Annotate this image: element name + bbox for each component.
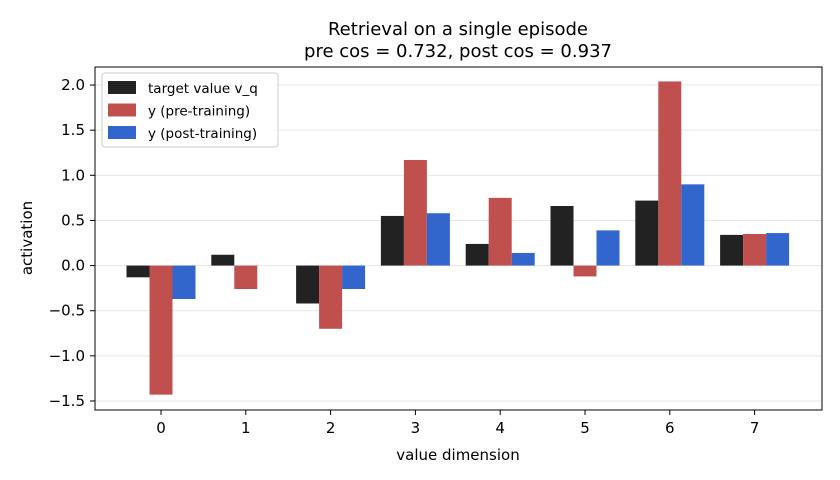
y-tick-label: −1.0 xyxy=(49,347,85,365)
legend-label: y (pre-training) xyxy=(148,104,250,120)
bar xyxy=(319,265,343,329)
bar xyxy=(234,265,258,290)
x-tick-label: 2 xyxy=(326,419,336,437)
bar xyxy=(342,265,366,290)
x-tick-label: 5 xyxy=(580,419,590,437)
axes xyxy=(94,66,823,411)
legend-swatch xyxy=(108,81,136,94)
legend-swatch xyxy=(108,103,136,117)
x-tick-label: 1 xyxy=(241,419,251,437)
chart-title-line-2: pre cos = 0.732, post cos = 0.937 xyxy=(304,41,612,62)
bar xyxy=(766,233,790,266)
plot-frame xyxy=(94,66,823,411)
legend-label: y (post-training) xyxy=(148,126,257,142)
x-tick-label: 7 xyxy=(750,419,760,437)
bar xyxy=(211,254,235,266)
bar xyxy=(403,159,427,266)
y-tick-label: −1.5 xyxy=(49,392,85,410)
bars xyxy=(126,81,790,395)
bar xyxy=(573,265,597,277)
bar xyxy=(296,265,320,304)
bar xyxy=(380,215,404,266)
bar xyxy=(720,234,744,266)
y-tick-label: 1.0 xyxy=(61,166,85,184)
bar xyxy=(465,243,489,266)
y-tick-label: 2.0 xyxy=(61,76,85,94)
legend-label: target value v_q xyxy=(148,81,258,97)
bar xyxy=(658,81,682,266)
bar xyxy=(511,252,535,266)
x-tick-label: 6 xyxy=(665,419,675,437)
bar xyxy=(681,184,705,266)
bar xyxy=(596,230,620,266)
legend: target value v_qy (pre-training) y (post-… xyxy=(101,72,279,148)
bar xyxy=(126,265,150,278)
bar xyxy=(149,265,173,395)
y-tick-label: 0.5 xyxy=(61,211,85,229)
x-tick-label: 3 xyxy=(411,419,421,437)
bar xyxy=(550,206,574,266)
x-axis-label: value dimension xyxy=(396,446,519,464)
x-tick-label: 0 xyxy=(156,419,166,437)
y-tick-label: 1.5 xyxy=(61,121,85,139)
chart-title-line-1: Retrieval on a single episode xyxy=(328,19,588,40)
tick-labels: −1.5 −1.0 −0.5 0.0 0.5 1.0 1.5 2.0 0 1 2 3 4 5 6 7 xyxy=(49,76,760,437)
bar xyxy=(172,265,196,299)
y-tick-label: −0.5 xyxy=(49,302,85,320)
legend-swatch xyxy=(108,126,136,139)
x-tick-label: 4 xyxy=(495,419,505,437)
legend-box xyxy=(101,72,279,148)
bar xyxy=(635,200,659,266)
bar xyxy=(488,197,512,266)
y-tick-label: 0.0 xyxy=(61,257,85,275)
bar xyxy=(426,213,450,266)
y-axis-label: activation xyxy=(18,201,36,275)
bar xyxy=(743,233,767,266)
